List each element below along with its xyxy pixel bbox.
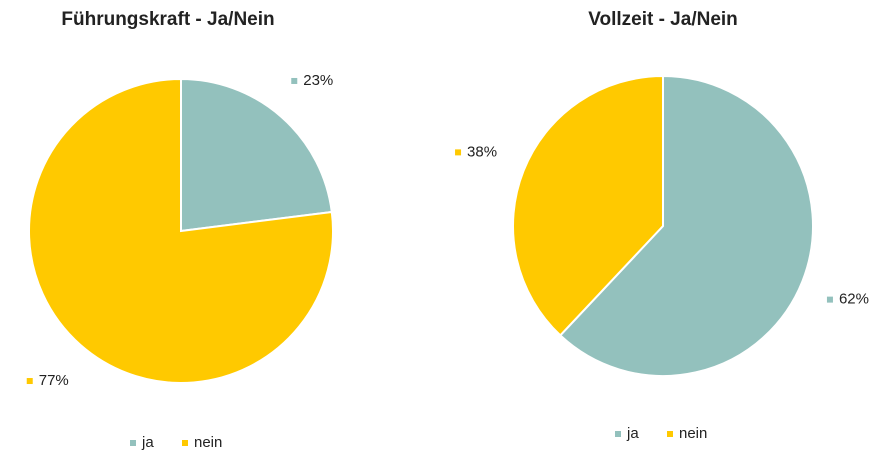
legend-label: nein: [194, 434, 222, 451]
chart-title: Führungskraft - Ja/Nein: [61, 9, 274, 30]
label-marker: [455, 149, 462, 156]
legend-swatch: [667, 431, 673, 437]
data-label: 23%: [303, 72, 333, 89]
legend-label: nein: [679, 425, 707, 442]
pie-slice: [180, 77, 333, 233]
legend-swatch: [182, 440, 188, 446]
label-marker: [291, 77, 298, 84]
legend-swatch: [130, 440, 136, 446]
pie-slice: [512, 74, 664, 337]
data-label: 77%: [39, 372, 69, 389]
label-marker: [26, 378, 33, 385]
chart-title: Vollzeit - Ja/Nein: [588, 9, 738, 30]
data-label: 38%: [467, 143, 497, 160]
pie-slice: [558, 74, 814, 377]
legend-swatch: [615, 431, 621, 437]
pie-slice: [28, 77, 334, 384]
legend-label: ja: [626, 425, 639, 442]
data-label: 62%: [839, 291, 869, 308]
label-marker: [826, 296, 833, 303]
legend-label: ja: [141, 434, 154, 451]
